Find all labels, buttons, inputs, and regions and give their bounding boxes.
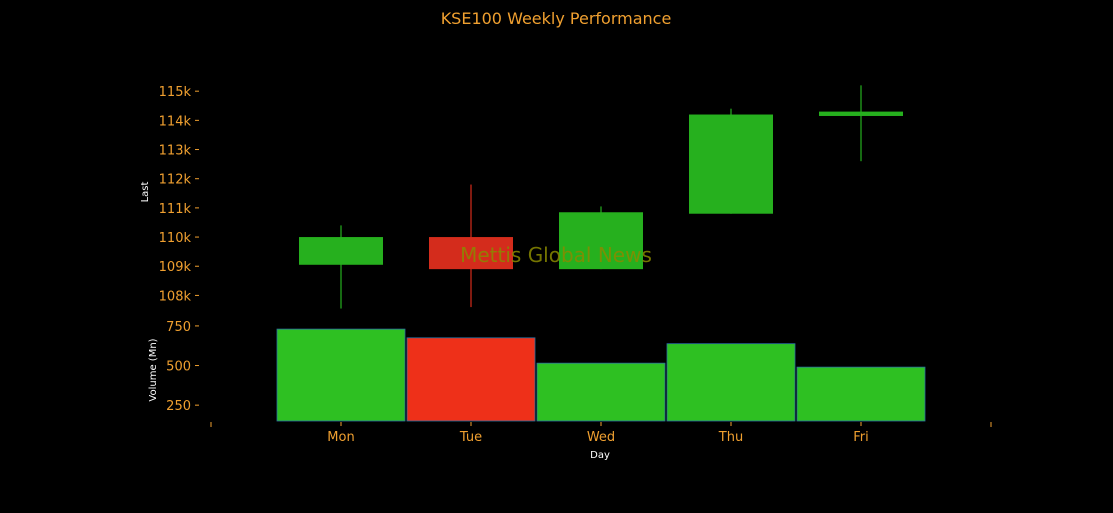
volume-bar <box>406 337 536 422</box>
price-tick-label: 112k <box>159 173 192 188</box>
chart-title: KSE100 Weekly Performance <box>441 9 672 28</box>
candle-body <box>689 114 773 214</box>
x-axis: Mon Tue Wed Thu Fri <box>210 422 992 445</box>
price-tick-label: 113k <box>159 144 192 159</box>
price-tick-label: 110k <box>159 231 192 246</box>
candle-body <box>299 237 383 265</box>
candle-body <box>559 212 643 270</box>
volume-axis-label: Volume (Mn) <box>148 338 159 401</box>
volume-tick-label: 250 <box>166 399 191 414</box>
x-axis-label: Day <box>590 450 610 461</box>
price-tick-label: 108k <box>159 289 192 304</box>
x-tick-label: Wed <box>587 430 615 445</box>
volume-bar <box>536 362 666 422</box>
price-tick-label: 111k <box>159 202 192 217</box>
x-tick-label: Tue <box>459 430 482 445</box>
volume-panel: 250 500 750 <box>166 320 926 422</box>
candle-body <box>429 237 513 270</box>
volume-bar <box>276 328 406 422</box>
price-tick-label: 115k <box>159 85 192 100</box>
price-tick-label: 114k <box>159 114 192 129</box>
watermark-text: Mettis Global News <box>460 243 652 267</box>
price-panel: 108k 109k 110k 111k 112k 113k 114k 115k <box>159 85 903 309</box>
x-tick-label: Thu <box>718 430 743 445</box>
x-tick-label: Fri <box>853 430 869 445</box>
volume-bar <box>796 366 926 422</box>
candle-body <box>819 111 903 116</box>
price-tick-label: 109k <box>159 260 192 275</box>
volume-tick-label: 500 <box>166 360 191 375</box>
x-tick-label: Mon <box>327 430 354 445</box>
volume-tick-label: 750 <box>166 320 191 335</box>
volume-bar <box>666 343 796 422</box>
price-axis-label: Last <box>140 182 151 203</box>
